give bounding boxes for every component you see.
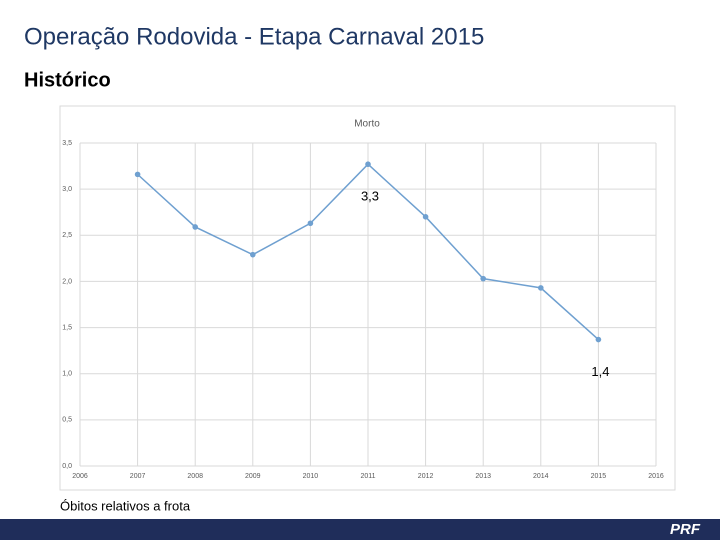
y-tick-label: 2,5: [62, 232, 72, 239]
footer-band: [0, 519, 720, 540]
data-point: [192, 224, 198, 230]
slide-subtitle: Histórico: [24, 69, 111, 91]
x-tick-label: 2011: [360, 473, 375, 480]
y-tick-label: 0,0: [62, 463, 72, 470]
y-tick-label: 1,0: [62, 371, 72, 378]
caption: Óbitos relativos a frota: [60, 498, 191, 513]
x-tick-label: 2012: [418, 473, 434, 480]
y-tick-label: 3,0: [62, 186, 72, 193]
data-point: [538, 285, 544, 291]
y-tick-label: 0,5: [62, 417, 72, 424]
x-tick-label: 2009: [245, 473, 261, 480]
value-label: 3,3: [361, 189, 379, 204]
x-tick-label: 2008: [187, 473, 203, 480]
data-point: [250, 251, 256, 258]
logo: PRF: [670, 521, 701, 538]
data-point: [365, 161, 371, 168]
x-tick-label: 2010: [303, 473, 319, 480]
y-tick-label: 1,5: [62, 324, 72, 331]
data-point: [134, 171, 141, 178]
x-tick-label: 2006: [72, 473, 88, 480]
slide-title: Operação Rodovida - Etapa Carnaval 2015: [24, 23, 484, 50]
chart-title: Morto: [354, 119, 380, 130]
x-tick-label: 2016: [648, 473, 664, 480]
x-tick-label: 2013: [475, 473, 491, 480]
x-tick-label: 2015: [591, 473, 607, 480]
x-tick-label: 2014: [533, 473, 549, 480]
data-point: [480, 275, 487, 282]
value-label: 1,4: [591, 364, 609, 379]
y-tick-label: 3,5: [62, 140, 72, 147]
x-tick-label: 2007: [130, 473, 146, 480]
data-point: [595, 336, 602, 343]
y-tick-label: 2,0: [62, 278, 72, 285]
data-point: [307, 220, 314, 227]
data-point: [422, 214, 429, 220]
